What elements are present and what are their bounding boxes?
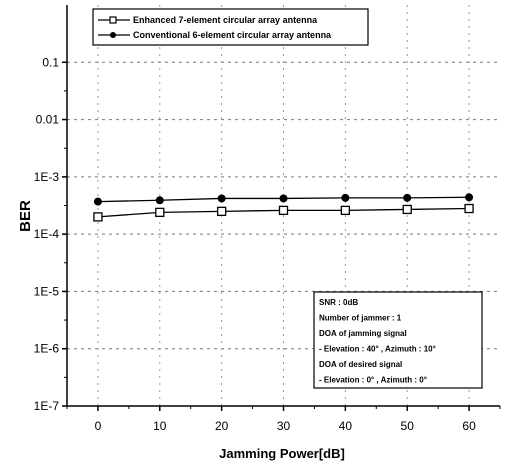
- data-point-circle: [155, 196, 164, 205]
- data-point-square: [402, 204, 412, 215]
- x-tick-label: 20: [215, 419, 229, 433]
- series-1: [93, 203, 474, 222]
- y-tick-label: 1E-7: [34, 399, 60, 413]
- data-series: [93, 193, 474, 222]
- y-tick-label: 0.01: [36, 113, 60, 127]
- legend-entry: Enhanced 7-element circular array antenn…: [98, 15, 318, 25]
- x-tick-label: 30: [277, 419, 291, 433]
- annotation-line: DOA of desired signal: [319, 360, 402, 369]
- data-point-square: [340, 205, 351, 216]
- data-point-square: [278, 205, 289, 216]
- y-tick-label: 0.1: [42, 55, 59, 69]
- y-tick-label: 1E-5: [34, 284, 60, 298]
- data-point-circle: [341, 193, 350, 202]
- data-point-square: [216, 206, 227, 216]
- annotation-line: DOA of jamming signal: [319, 329, 407, 338]
- annotation-line: SNR : 0dB: [319, 298, 358, 307]
- legend-entry: Conventional 6-element circular array an…: [98, 30, 332, 40]
- tick-labels: 1E-7 1E-6 1E-5 1E-4 1E-3 0.01 0.1 0 10 20 30 40 50 60: [34, 55, 476, 433]
- legend-label: Enhanced 7-element circular array antenn…: [133, 15, 318, 25]
- legend-marker-circle: [110, 32, 116, 38]
- annotation-line: Number of jammer : 1: [319, 314, 402, 323]
- legend-marker-square: [109, 16, 117, 24]
- series-2: [93, 193, 474, 206]
- data-point-square: [93, 212, 103, 222]
- x-axis-label: Jamming Power[dB]: [219, 446, 345, 461]
- legend: Enhanced 7-element circular array antenn…: [92, 8, 369, 46]
- legend-box: [92, 8, 369, 46]
- data-point-circle: [403, 193, 412, 202]
- annotation-box: SNR : 0dB Number of jammer : 1 DOA of jamm…: [313, 291, 483, 389]
- x-tick-label: 60: [462, 419, 476, 433]
- annotation-line: - Elevation : 0° , Azimuth : 0°: [319, 376, 427, 385]
- data-point-circle: [93, 197, 102, 206]
- annotation-line: - Elevation : 40° , Azimuth : 10°: [319, 345, 436, 354]
- x-tick-label: 40: [339, 419, 353, 433]
- x-tick-label: 50: [401, 419, 415, 433]
- y-tick-label: 1E-3: [34, 170, 60, 184]
- data-point-circle: [217, 194, 226, 203]
- legend-label: Conventional 6-element circular array an…: [133, 30, 332, 40]
- x-tick-label: 10: [153, 419, 167, 433]
- annotation-frame: [313, 291, 483, 389]
- y-axis-label: BER: [17, 200, 34, 232]
- data-point-circle: [279, 194, 288, 203]
- data-point-square: [464, 203, 474, 214]
- x-tick-label: 0: [95, 419, 102, 433]
- y-tick-label: 1E-4: [34, 227, 60, 241]
- y-tick-label: 1E-6: [34, 342, 60, 356]
- data-point-square: [155, 207, 165, 218]
- axes: [62, 5, 501, 411]
- data-point-circle: [465, 193, 474, 202]
